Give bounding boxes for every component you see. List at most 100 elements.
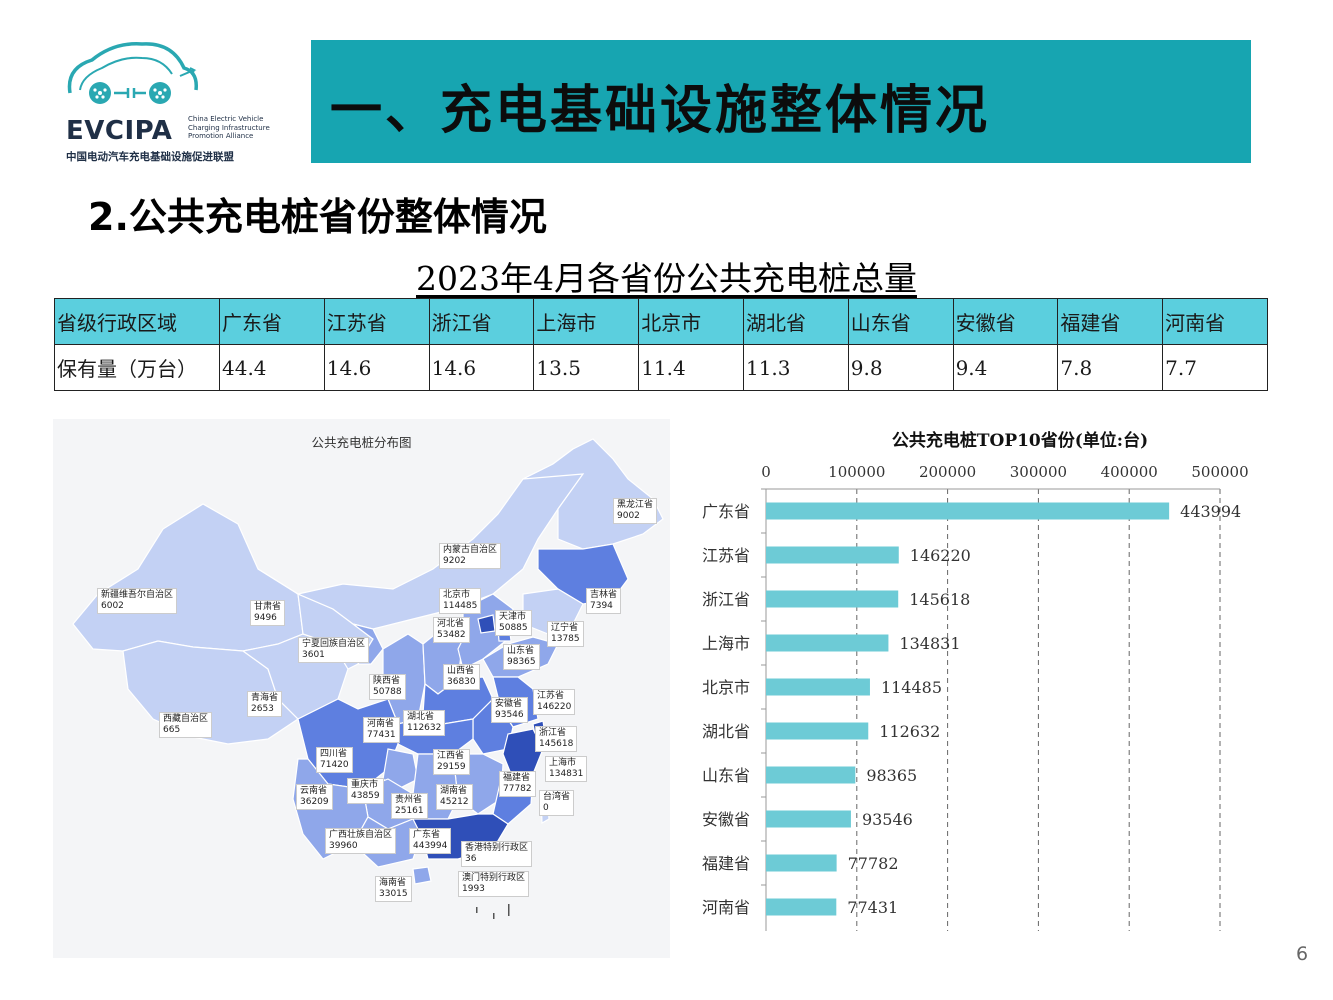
map-label: 安徽省 93546 xyxy=(491,697,528,723)
map-label-value: 33015 xyxy=(379,889,408,899)
map-label-name: 西藏自治区 xyxy=(163,714,209,724)
map-label-name: 台湾省 xyxy=(543,792,571,802)
bar xyxy=(766,722,869,740)
map-label: 台湾省 0 xyxy=(539,790,575,816)
region-ningxia xyxy=(352,623,384,665)
map-label: 广东省 443994 xyxy=(409,828,452,854)
bar xyxy=(766,766,856,784)
map-label-name: 山西省 xyxy=(447,666,475,676)
data-label: 443994 xyxy=(1180,502,1241,521)
y-tick-label: 河南省 xyxy=(702,898,750,917)
car-logo-icon xyxy=(67,42,198,104)
page-title: 一、充电基础设施整体情况 xyxy=(330,81,991,141)
row-label: 省级行政区域 xyxy=(54,298,220,345)
table-cell: 9.4 xyxy=(952,344,1059,391)
evcipa-logo: EVCIPA China Electric Vehicle Charging I… xyxy=(62,38,277,168)
table-title: 2023年4月各省份公共充电桩总量 xyxy=(416,259,917,298)
south-sea-islands xyxy=(476,904,510,919)
region-hainan xyxy=(412,866,432,885)
map-label: 天津市 50885 xyxy=(495,610,532,636)
table-cell: 11.3 xyxy=(742,344,849,391)
region-xinjiang xyxy=(72,503,304,652)
table-cell: 广东省 xyxy=(219,298,325,345)
y-tick-label: 江苏省 xyxy=(702,546,750,565)
map-label-value: 443994 xyxy=(413,841,448,851)
map-label-value: 9002 xyxy=(617,511,640,521)
map-label-value: 114485 xyxy=(443,601,478,611)
table-cell: 山东省 xyxy=(847,298,954,345)
x-tick-label: 300000 xyxy=(1010,463,1067,481)
map-label-value: 36830 xyxy=(447,677,476,687)
map-label-value: 45212 xyxy=(440,797,469,807)
map-label: 湖南省 45212 xyxy=(436,784,473,810)
map-label-value: 13785 xyxy=(551,634,580,644)
map-label-name: 陕西省 xyxy=(373,676,401,686)
map-label-value: 6002 xyxy=(101,601,124,611)
map-label-name: 上海市 xyxy=(549,758,577,768)
row-label: 保有量（万台） xyxy=(54,344,220,391)
map-label: 山西省 36830 xyxy=(443,664,480,690)
map-label-name: 江西省 xyxy=(437,751,465,761)
map-label: 新疆维吾尔自治区 6002 xyxy=(97,588,178,614)
map-label-name: 贵州省 xyxy=(395,795,423,805)
x-tick-label: 0 xyxy=(761,463,771,481)
map-label-name: 海南省 xyxy=(379,878,407,888)
map-label-value: 77782 xyxy=(503,784,532,794)
x-tick-label: 500000 xyxy=(1191,463,1248,481)
map-label: 海南省 33015 xyxy=(375,876,412,902)
region-beijing xyxy=(477,614,496,634)
table-cell: 7.8 xyxy=(1057,344,1164,391)
table-cell: 7.7 xyxy=(1162,344,1268,391)
map-label-value: 29159 xyxy=(437,762,466,772)
table-cell: 湖北省 xyxy=(742,298,849,345)
map-label-name: 吉林省 xyxy=(590,590,618,600)
map-label-value: 9202 xyxy=(443,556,466,566)
bar xyxy=(766,678,870,696)
table-cell: 浙江省 xyxy=(428,298,535,345)
map-label-name: 云南省 xyxy=(300,786,328,796)
y-tick-label: 湖北省 xyxy=(702,722,750,741)
map-label-name: 内蒙古自治区 xyxy=(443,545,498,555)
logo-chinese-name: 中国电动汽车充电基础设施促进联盟 xyxy=(66,151,234,163)
map-label-value: 93546 xyxy=(495,710,524,720)
data-label: 112632 xyxy=(879,722,940,741)
map-label-name: 河南省 xyxy=(367,719,395,729)
y-tick-label: 北京市 xyxy=(702,678,750,697)
map-label-value: 50885 xyxy=(499,623,528,633)
y-tick-label: 浙江省 xyxy=(702,590,750,609)
map-label-name: 湖北省 xyxy=(407,712,435,722)
map-label-value: 77431 xyxy=(367,730,396,740)
table-cell: 9.8 xyxy=(847,344,954,391)
map-label-value: 98365 xyxy=(507,657,536,667)
map-title: 公共充电桩分布图 xyxy=(311,435,412,450)
data-label: 77431 xyxy=(847,898,898,917)
map-panel: 公共充电桩分布图 黑龙江省 9002 内蒙古自治区 9202 吉林省 7394 辽宁省 137… xyxy=(53,419,670,958)
chart-title: 公共充电桩TOP10省份(单位:台) xyxy=(892,430,1148,451)
logo-wordmark: EVCIPA xyxy=(66,116,173,146)
map-label: 河南省 77431 xyxy=(363,717,400,743)
china-map xyxy=(72,438,664,919)
header-band xyxy=(311,40,1251,163)
logo-english-name: China Electric Vehicle Charging Infrastr… xyxy=(188,115,270,140)
map-label-value: 36 xyxy=(465,854,477,864)
map-label: 福建省 77782 xyxy=(499,771,536,797)
map-label-value: 2653 xyxy=(251,704,274,714)
map-label-value: 1993 xyxy=(462,884,485,894)
map-label-name: 福建省 xyxy=(503,773,531,783)
map-label-name: 青海省 xyxy=(251,693,279,703)
map-label-name: 浙江省 xyxy=(539,728,567,738)
map-label-name: 江苏省 xyxy=(537,691,565,701)
map-label-name: 新疆维吾尔自治区 xyxy=(101,590,174,600)
bar xyxy=(766,502,1170,520)
map-label: 浙江省 145618 xyxy=(535,726,578,752)
map-label: 上海市 134831 xyxy=(545,756,588,782)
map-label: 陕西省 50788 xyxy=(369,674,406,700)
data-label: 145618 xyxy=(909,590,970,609)
map-label-name: 广东省 xyxy=(413,830,441,840)
top10-bar-chart: 公共充电桩TOP10省份(单位:台) 0 100000 200000 300000 40… xyxy=(702,430,1249,931)
page-number: 6 xyxy=(1296,943,1309,965)
map-label-name: 广西壮族自治区 xyxy=(329,830,393,840)
map-label: 重庆市 43859 xyxy=(347,778,384,804)
y-tick-label: 安徽省 xyxy=(702,810,750,829)
table-cell: 河南省 xyxy=(1162,298,1268,345)
